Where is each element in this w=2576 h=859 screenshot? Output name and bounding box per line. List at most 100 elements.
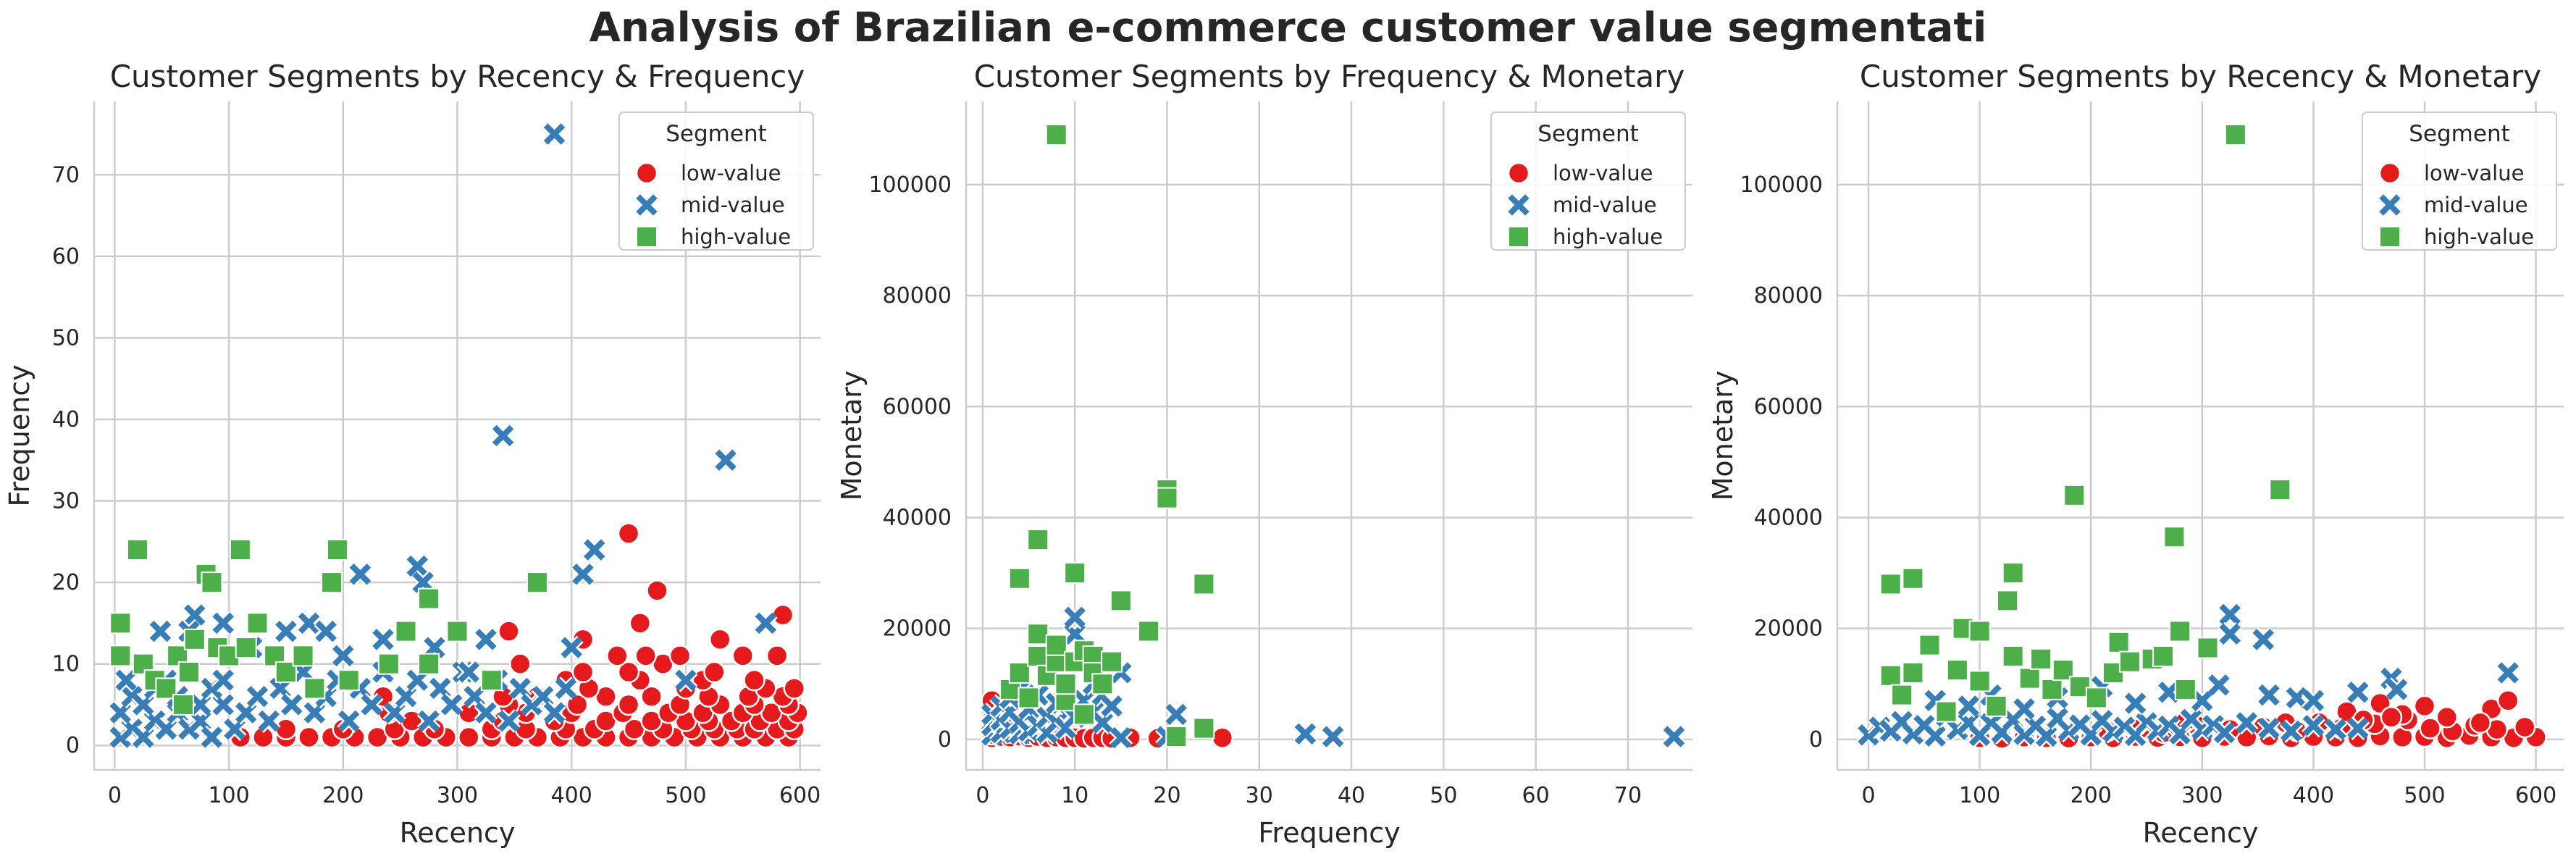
- data-point-low-value: [703, 661, 726, 684]
- legend-marker-mid-value: [634, 193, 659, 217]
- data-point-mid-value: [1062, 605, 1087, 629]
- data-point-high-value: [2085, 687, 2107, 709]
- data-point-high-value: [2169, 620, 2191, 642]
- data-point-mid-value: [1662, 724, 1687, 749]
- data-point-high-value: [2002, 645, 2024, 667]
- data-point-high-value: [418, 587, 440, 610]
- data-point-mid-value: [2323, 717, 2348, 742]
- data-point-mid-value: [296, 611, 321, 635]
- data-point-high-value: [1891, 684, 1913, 706]
- y-tick-label: 60: [52, 244, 80, 269]
- data-point-low-value: [2436, 705, 2458, 729]
- data-point-low-value: [765, 645, 789, 667]
- y-tick-label: 80000: [883, 283, 952, 309]
- data-point-mid-value: [542, 122, 567, 146]
- legend-marker-low-value: [1507, 162, 1530, 185]
- legend-label: high-value: [681, 225, 791, 249]
- data-point-high-value: [1968, 620, 1991, 642]
- data-point-high-value: [1101, 650, 1123, 673]
- data-point-mid-value: [674, 668, 698, 692]
- data-point-mid-value: [571, 562, 595, 587]
- legend-box: [1490, 112, 1686, 251]
- data-point-high-value: [1902, 661, 1924, 684]
- x-tick-label: 70: [1614, 783, 1642, 808]
- data-point-mid-value: [416, 708, 441, 733]
- data-point-high-value: [326, 539, 348, 561]
- chart-panel-3: 0 100 200 300 400 500 600 0 20000 40000 60000 80000…: [1707, 59, 2564, 849]
- data-point-low-value: [2513, 716, 2536, 739]
- data-point-high-value: [1045, 123, 1067, 146]
- legend: Segment low-value mid-value high-value: [2362, 112, 2557, 251]
- data-point-high-value: [126, 539, 148, 561]
- data-point-high-value: [1073, 703, 1095, 726]
- data-point-high-value: [1018, 687, 1040, 709]
- legend-label: high-value: [2424, 225, 2534, 249]
- x-tick-label: 400: [2293, 783, 2334, 808]
- data-point-mid-value: [348, 562, 372, 587]
- data-point-high-value: [292, 645, 314, 667]
- data-point-low-value: [2380, 705, 2403, 729]
- data-point-high-value: [177, 661, 200, 683]
- legend-marker-high-value: [1508, 226, 1530, 248]
- data-point-low-value: [2419, 717, 2441, 739]
- data-point-high-value: [1027, 623, 1049, 645]
- data-point-mid-value: [1956, 694, 1981, 718]
- data-point-mid-value: [491, 424, 516, 448]
- data-point-low-value: [298, 726, 320, 749]
- data-point-mid-value: [2034, 724, 2059, 748]
- data-point-mid-value: [2218, 621, 2242, 646]
- data-point-mid-value: [359, 692, 384, 717]
- x-tick-label: 100: [1959, 783, 2000, 808]
- y-tick-label: 30: [52, 489, 80, 514]
- legend: Segment low-value mid-value high-value: [1490, 112, 1686, 251]
- data-point-high-value: [2224, 123, 2246, 146]
- data-point-mid-value: [1923, 724, 1947, 748]
- legend-label: mid-value: [1553, 193, 1657, 217]
- y-tick-label: 100000: [1740, 172, 1823, 198]
- data-point-mid-value: [314, 619, 338, 644]
- data-point-low-value: [458, 726, 480, 749]
- data-point-high-value: [1156, 487, 1178, 509]
- data-point-mid-value: [2190, 688, 2215, 713]
- legend-label: low-value: [2424, 161, 2524, 185]
- data-point-mid-value: [2012, 697, 2036, 721]
- y-axis-label: Monetary: [836, 371, 868, 501]
- data-point-high-value: [1045, 634, 1067, 656]
- data-point-low-value: [617, 661, 640, 684]
- data-point-mid-value: [2257, 683, 2281, 708]
- data-point-mid-value: [713, 448, 738, 472]
- data-point-mid-value: [1099, 694, 1124, 718]
- data-point-mid-value: [553, 676, 578, 700]
- data-point-low-value: [498, 620, 520, 642]
- data-point-high-value: [1138, 620, 1160, 642]
- chart-title: Customer Segments by Frequency & Monetar…: [974, 59, 1685, 94]
- y-tick-label: 20000: [1754, 616, 1823, 642]
- x-tick-label: 0: [1861, 783, 1875, 808]
- data-point-mid-value: [2496, 661, 2520, 685]
- data-point-high-value: [183, 628, 206, 650]
- data-point-low-value: [634, 645, 657, 667]
- data-point-high-value: [1968, 670, 1991, 692]
- x-axis-label: Recency: [2143, 817, 2259, 849]
- x-tick-label: 200: [2071, 783, 2112, 808]
- data-point-low-value: [274, 718, 298, 740]
- data-point-high-value: [229, 539, 251, 561]
- data-point-high-value: [235, 637, 257, 659]
- data-point-low-value: [771, 603, 794, 627]
- data-point-high-value: [1064, 562, 1086, 584]
- data-point-high-value: [2152, 645, 2175, 667]
- data-point-high-value: [377, 653, 400, 675]
- chart-panel-2: 0 10 20 30 40 50 60 70 0 20000 40000 60000 80000 1000…: [836, 59, 1692, 849]
- data-point-high-value: [303, 677, 326, 700]
- y-tick-label: 20: [52, 570, 80, 595]
- legend-marker-mid-value: [2378, 193, 2402, 217]
- data-point-high-value: [1902, 567, 1924, 590]
- data-point-mid-value: [1321, 724, 1346, 749]
- data-point-low-value: [731, 645, 755, 667]
- y-tick-label: 60000: [883, 394, 952, 419]
- data-point-high-value: [1193, 717, 1215, 739]
- x-tick-label: 600: [2515, 783, 2556, 808]
- x-axis-label: Recency: [400, 817, 516, 849]
- data-point-low-value: [2469, 711, 2492, 734]
